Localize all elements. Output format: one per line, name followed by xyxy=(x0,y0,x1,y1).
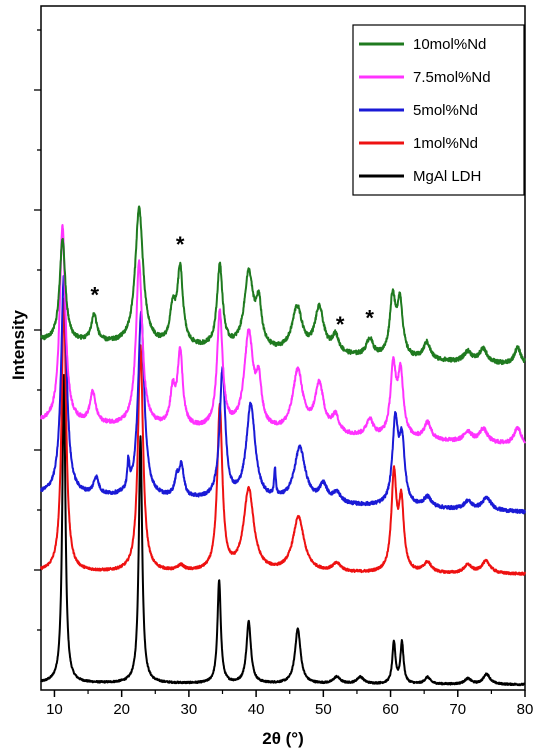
x-tick-label: 60 xyxy=(382,701,399,718)
annotation-layer: * * * * xyxy=(90,232,374,337)
annotation-asterisk: * xyxy=(336,312,345,337)
annotation-asterisk: * xyxy=(176,232,185,257)
x-tick-label: 50 xyxy=(315,701,332,718)
x-tick-label: 10 xyxy=(46,701,63,718)
legend-label: 5mol%Nd xyxy=(413,102,478,119)
legend-label: 7.5mol%Nd xyxy=(413,69,491,86)
x-tick-label: 30 xyxy=(181,701,198,718)
x-axis-title: 2θ (°) xyxy=(262,729,304,748)
legend: 10mol%Nd 7.5mol%Nd 5mol%Nd 1mol%Nd MgAl LDH xyxy=(352,24,525,196)
legend-label: MgAl LDH xyxy=(413,168,481,185)
series-line-10mol-nd xyxy=(40,205,526,366)
series-layer xyxy=(40,205,526,687)
y-axis-title: Intensity xyxy=(9,310,28,380)
series-line-7-5mol-nd xyxy=(40,223,526,445)
annotation-asterisk: * xyxy=(90,283,99,308)
axis-layer: 10 20 30 40 50 60 70 80 xyxy=(34,29,534,718)
legend-label: 1mol%Nd xyxy=(413,135,478,152)
series-line-mgal-ldh xyxy=(40,374,526,687)
x-tick-label: 70 xyxy=(449,701,466,718)
series-line-5mol-nd xyxy=(40,275,526,515)
series-line-1mol-nd xyxy=(40,297,526,576)
x-tick-label: 40 xyxy=(248,701,265,718)
legend-label: 10mol%Nd xyxy=(413,36,486,53)
x-tick-label: 20 xyxy=(113,701,130,718)
x-tick-label: 80 xyxy=(517,701,534,718)
annotation-asterisk: * xyxy=(365,305,374,330)
